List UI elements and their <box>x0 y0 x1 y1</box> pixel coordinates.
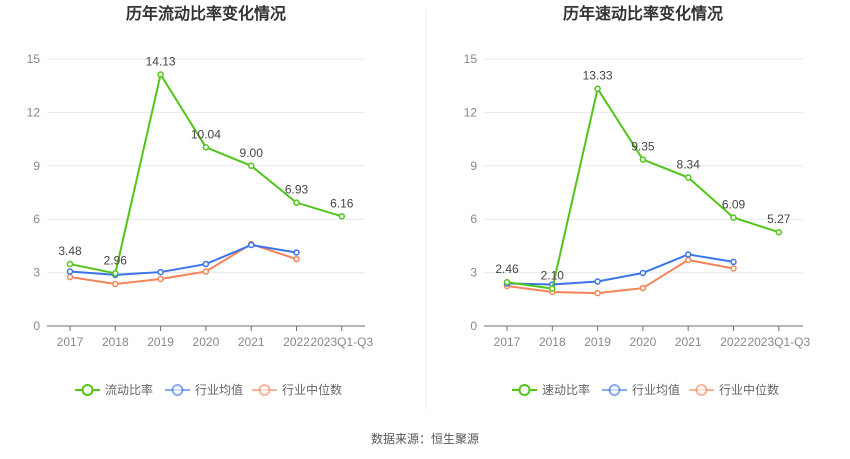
x-tick-label: 2018 <box>539 335 566 349</box>
series-line-速动比率 <box>506 86 780 290</box>
source-note: 数据来源：恒生聚源 <box>371 431 479 446</box>
data-label: 14.13 <box>146 54 176 68</box>
data-point[interactable] <box>157 71 164 78</box>
y-tick-label: 12 <box>464 105 478 119</box>
data-label: 9.35 <box>631 140 655 154</box>
data-label: 6.93 <box>285 183 309 197</box>
legend-item[interactable]: 行业中位数 <box>282 382 342 397</box>
data-point[interactable] <box>730 214 737 221</box>
data-point[interactable] <box>730 258 737 266</box>
y-tick-label: 12 <box>27 105 41 119</box>
y-tick-label: 3 <box>33 266 40 280</box>
x-tick-label: 2023Q1-Q3 <box>747 335 810 349</box>
legend-marker-icon[interactable] <box>518 384 531 396</box>
data-point[interactable] <box>293 255 300 263</box>
x-tick-label: 2020 <box>630 335 657 349</box>
y-tick-label: 9 <box>470 159 477 173</box>
data-point[interactable] <box>684 251 692 258</box>
data-label: 8.34 <box>677 158 701 172</box>
data-point[interactable] <box>503 278 511 286</box>
data-point[interactable] <box>247 162 255 170</box>
data-point[interactable] <box>338 213 346 220</box>
data-label: 5.27 <box>767 212 791 226</box>
y-tick-label: 0 <box>470 319 477 333</box>
x-tick-label: 2018 <box>102 335 129 349</box>
series-line-行业均值 <box>69 243 297 276</box>
chart-title: 历年流动比率变化情况 <box>126 4 286 23</box>
data-point[interactable] <box>66 260 74 268</box>
data-point[interactable] <box>684 174 692 181</box>
data-label: 3.48 <box>58 244 82 258</box>
data-point[interactable] <box>247 241 255 249</box>
y-tick-label: 15 <box>27 52 41 66</box>
series-line-流动比率 <box>69 71 343 275</box>
data-point[interactable] <box>730 265 737 272</box>
data-point[interactable] <box>157 268 164 276</box>
data-point[interactable] <box>66 268 74 275</box>
data-point[interactable] <box>639 156 647 163</box>
legend-item[interactable]: 行业均值 <box>632 382 680 397</box>
data-point[interactable] <box>202 260 210 268</box>
data-label: 2.10 <box>541 269 565 283</box>
x-tick-label: 2019 <box>584 335 611 349</box>
data-point[interactable] <box>639 284 647 292</box>
data-point[interactable] <box>549 285 556 292</box>
data-point[interactable] <box>684 256 692 264</box>
legend-marker-icon[interactable] <box>258 384 271 396</box>
data-label: 6.16 <box>330 196 354 210</box>
legend-item[interactable]: 行业均值 <box>195 382 243 397</box>
y-tick-label: 3 <box>470 266 477 280</box>
series-line-行业中位数 <box>506 258 734 295</box>
data-point[interactable] <box>202 268 210 275</box>
x-tick-label: 2022 <box>720 335 747 349</box>
data-point[interactable] <box>157 275 164 283</box>
data-label: 6.09 <box>722 198 746 212</box>
data-point[interactable] <box>594 278 601 285</box>
data-label: 9.00 <box>240 146 264 160</box>
data-point[interactable] <box>775 228 783 236</box>
legend-marker-icon[interactable] <box>81 384 94 396</box>
data-label: 2.46 <box>495 262 519 276</box>
data-point[interactable] <box>66 273 74 281</box>
data-point[interactable] <box>293 199 300 206</box>
x-tick-label: 2017 <box>494 335 521 349</box>
data-point[interactable] <box>112 280 119 288</box>
data-point[interactable] <box>202 144 210 151</box>
x-tick-label: 2017 <box>57 335 84 349</box>
x-tick-label: 2023Q1-Q3 <box>310 335 373 349</box>
data-point[interactable] <box>594 85 601 92</box>
chart-title: 历年速动比率变化情况 <box>563 4 723 23</box>
x-tick-label: 2022 <box>283 335 310 349</box>
x-tick-label: 2021 <box>675 335 702 349</box>
data-point[interactable] <box>112 270 119 277</box>
x-tick-label: 2021 <box>238 335 265 349</box>
data-label: 13.33 <box>583 69 613 83</box>
legend-marker-icon[interactable] <box>608 384 621 396</box>
legend-item[interactable]: 速动比率 <box>542 382 590 397</box>
data-point[interactable] <box>639 269 647 277</box>
legend-item[interactable]: 流动比率 <box>105 382 153 397</box>
y-tick-label: 15 <box>464 52 478 66</box>
y-tick-label: 0 <box>33 319 40 333</box>
legend-marker-icon[interactable] <box>695 384 708 396</box>
y-tick-label: 9 <box>33 159 40 173</box>
x-tick-label: 2020 <box>193 335 220 349</box>
legend-marker-icon[interactable] <box>171 384 184 396</box>
x-tick-label: 2019 <box>147 335 174 349</box>
data-point[interactable] <box>594 289 601 297</box>
data-label: 10.04 <box>191 127 221 141</box>
legend-item[interactable]: 行业中位数 <box>719 382 779 397</box>
y-tick-label: 6 <box>33 212 40 226</box>
data-label: 2.96 <box>104 253 128 267</box>
data-point[interactable] <box>293 249 300 256</box>
y-tick-label: 6 <box>470 212 477 226</box>
series-line-行业均值 <box>506 253 734 286</box>
